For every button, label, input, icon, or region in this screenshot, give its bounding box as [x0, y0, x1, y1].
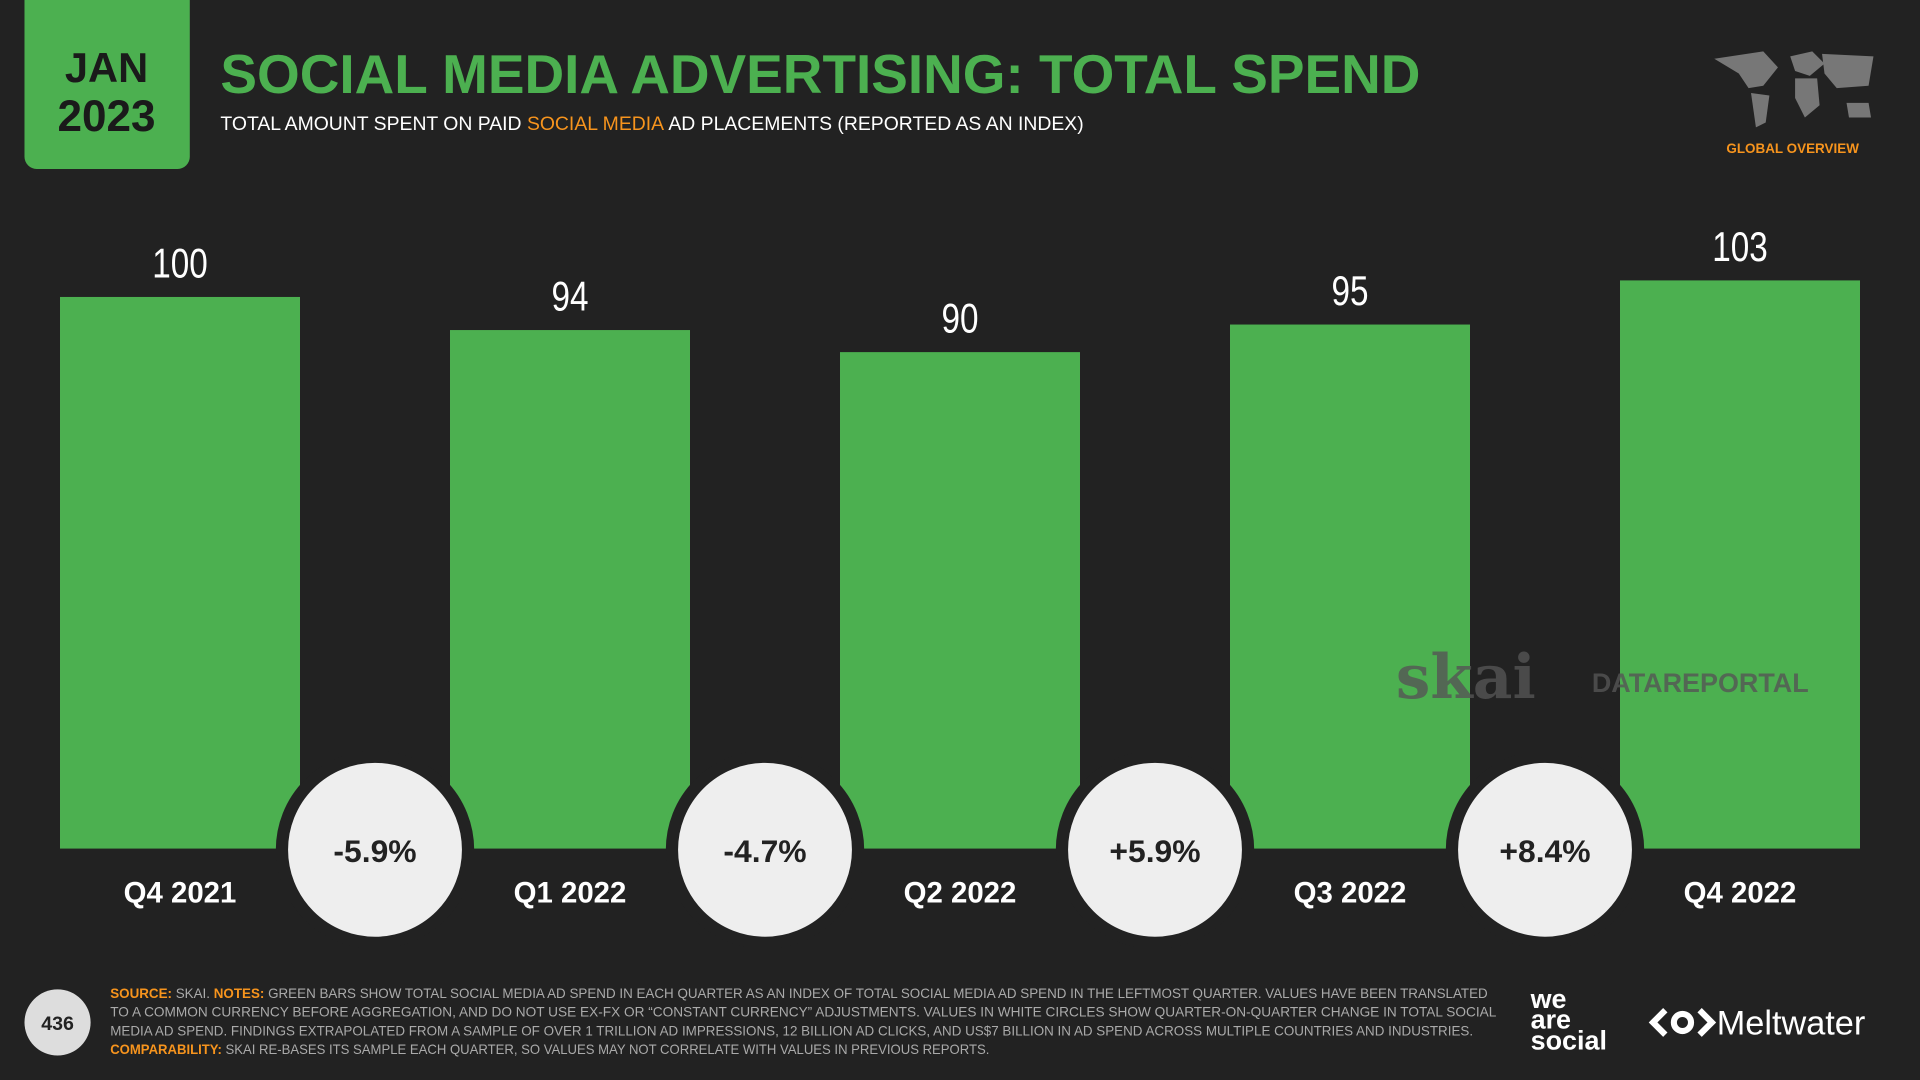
subtitle-part: TOTAL AMOUNT SPENT ON PAID: [220, 113, 527, 135]
logo-we-are-social: we: [1530, 984, 1567, 1014]
change-label: +5.9%: [1109, 833, 1200, 869]
change-circle: [665, 750, 865, 949]
footnote-part: SKAI.: [172, 986, 214, 1001]
footnote-line: SOURCE: SKAI. NOTES: GREEN BARS SHOW TOT…: [110, 986, 1488, 1001]
meltwater-icon: [1648, 1008, 1717, 1037]
change-label: +8.4%: [1499, 833, 1590, 869]
bar: [450, 330, 690, 849]
watermark-publisher: DATAREPORTAL: [1592, 668, 1809, 698]
value-label: 95: [1331, 267, 1368, 313]
change-label: -4.7%: [723, 833, 806, 869]
world-map-icon: [1714, 51, 1874, 128]
change-circle: [1055, 750, 1255, 949]
bar: [840, 352, 1080, 849]
footnote-part: TO A COMMON CURRENCY BEFORE AGGREGATION,…: [110, 1005, 1497, 1020]
change-circle: [275, 750, 475, 949]
value-label: 94: [551, 273, 588, 319]
value-label: 90: [941, 295, 978, 341]
logo-we-are-social: social: [1531, 1025, 1607, 1055]
page-number-badge: [24, 989, 91, 1056]
section-label: GLOBAL OVERVIEW: [1726, 141, 1859, 156]
date-badge: [24, 0, 190, 169]
subtitle-part: SOCIAL MEDIA: [527, 113, 665, 135]
value-label: 100: [152, 240, 208, 286]
bar: [1620, 280, 1860, 849]
footnote-line: MEDIA AD SPEND. FINDINGS EXTRAPOLATED FR…: [110, 1023, 1473, 1038]
footnote-line: COMPARABILITY: SKAI RE-BASES ITS SAMPLE …: [110, 1042, 989, 1057]
category-label: Q4 2022: [1684, 876, 1797, 909]
change-label: -5.9%: [333, 833, 416, 869]
footnote-part: SOURCE:: [110, 986, 172, 1001]
footnote-part: MEDIA AD SPEND. FINDINGS EXTRAPOLATED FR…: [110, 1023, 1473, 1038]
footnote-part: SKAI RE-BASES ITS SAMPLE EACH QUARTER, S…: [222, 1042, 989, 1057]
subtitle-part: AD PLACEMENTS (REPORTED AS AN INDEX): [664, 113, 1084, 135]
meltwater-icon-dot: [1670, 1010, 1695, 1035]
footnote-part: NOTES:: [214, 986, 265, 1001]
category-label: Q4 2021: [124, 876, 237, 909]
category-label: Q2 2022: [904, 876, 1017, 909]
bar: [60, 296, 300, 849]
change-circle: [1445, 750, 1645, 949]
bar: [1230, 324, 1470, 849]
footnote-part: GREEN BARS SHOW TOTAL SOCIAL MEDIA AD SP…: [264, 986, 1488, 1001]
footnote-line: TO A COMMON CURRENCY BEFORE AGGREGATION,…: [110, 1005, 1497, 1020]
badge-year: 2023: [57, 92, 155, 141]
category-label: Q1 2022: [514, 876, 627, 909]
page-number: 436: [41, 1013, 74, 1035]
title: SOCIAL MEDIA ADVERTISING: TOTAL SPEND: [220, 43, 1420, 105]
category-label: Q3 2022: [1294, 876, 1407, 909]
watermark-source: skai: [1396, 642, 1536, 713]
logo-we-are-social: are: [1531, 1005, 1571, 1035]
subtitle: TOTAL AMOUNT SPENT ON PAID SOCIAL MEDIA …: [220, 113, 1083, 135]
badge-month: JAN: [65, 44, 148, 91]
footnote-part: COMPARABILITY:: [110, 1042, 222, 1057]
logo-meltwater: Meltwater: [1717, 1005, 1866, 1043]
value-label: 103: [1712, 223, 1768, 269]
